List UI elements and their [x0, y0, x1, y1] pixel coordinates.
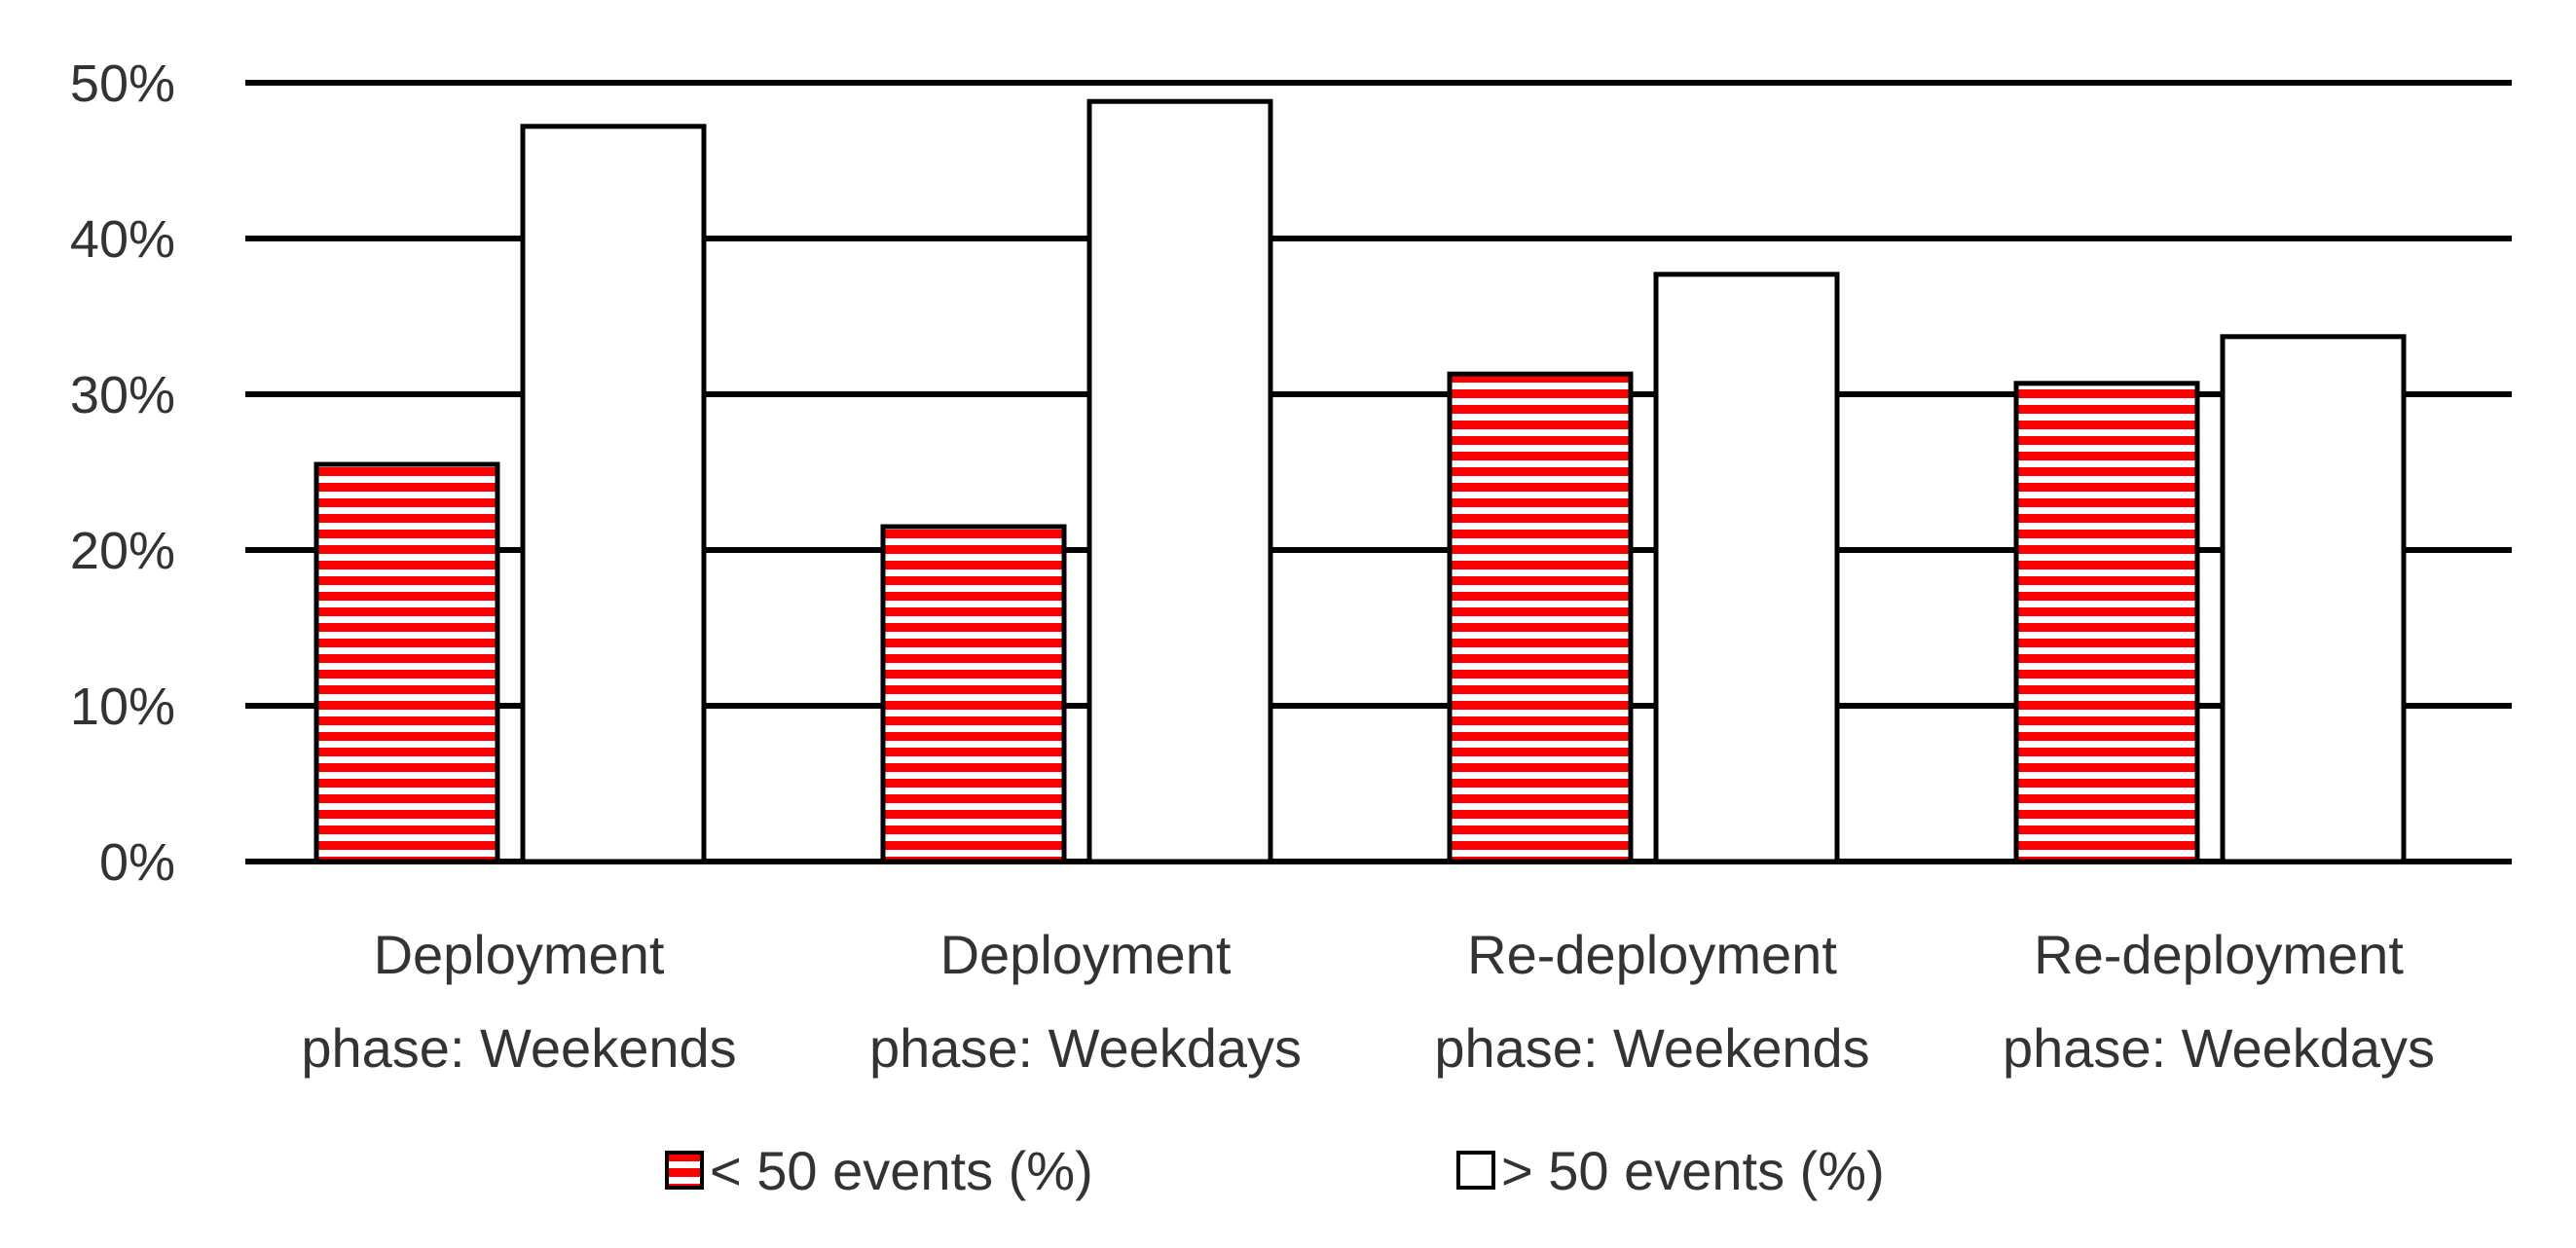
x-category-label: phase: Weekends: [301, 1017, 736, 1079]
legend-label: < 50 events (%): [710, 1140, 1093, 1201]
bars: [313, 98, 2407, 864]
y-tick-label: 20%: [70, 522, 175, 580]
x-category-label: Deployment: [940, 924, 1232, 985]
x-axis-labels: Deployment phase: Weekends Deployment phase…: [301, 924, 2435, 1079]
bar-over-50-events: [520, 124, 707, 864]
x-category-label: phase: Weekends: [1434, 1017, 1869, 1079]
bar-under-50-events: [2013, 381, 2200, 864]
x-category-label: Re-deployment: [1467, 924, 1837, 985]
x-category-label: Re-deployment: [2034, 924, 2404, 985]
y-tick-label: 30%: [70, 366, 175, 424]
x-category-label: phase: Weekdays: [869, 1017, 1302, 1079]
bar-under-50-events: [880, 524, 1067, 864]
bar-over-50-events: [2220, 334, 2407, 864]
bar-under-50-events: [1447, 371, 1634, 864]
legend: < 50 events (%) > 50 events (%): [665, 1140, 1885, 1201]
legend-swatch-over-50: [1456, 1151, 1495, 1190]
x-category-label: phase: Weekdays: [2003, 1017, 2435, 1079]
legend-label: > 50 events (%): [1501, 1140, 1885, 1201]
bar-over-50-events: [1086, 98, 1273, 864]
y-tick-label: 0%: [99, 833, 175, 892]
bar-under-50-events: [313, 461, 500, 864]
legend-swatch-under-50: [665, 1151, 704, 1190]
y-tick-label: 40%: [70, 210, 175, 269]
y-axis-ticks: 0% 10% 20% 30% 40% 50%: [70, 55, 175, 892]
x-category-label: Deployment: [374, 924, 665, 985]
bar-over-50-events: [1653, 272, 1840, 864]
y-tick-label: 10%: [70, 678, 175, 736]
y-tick-label: 50%: [70, 55, 175, 113]
